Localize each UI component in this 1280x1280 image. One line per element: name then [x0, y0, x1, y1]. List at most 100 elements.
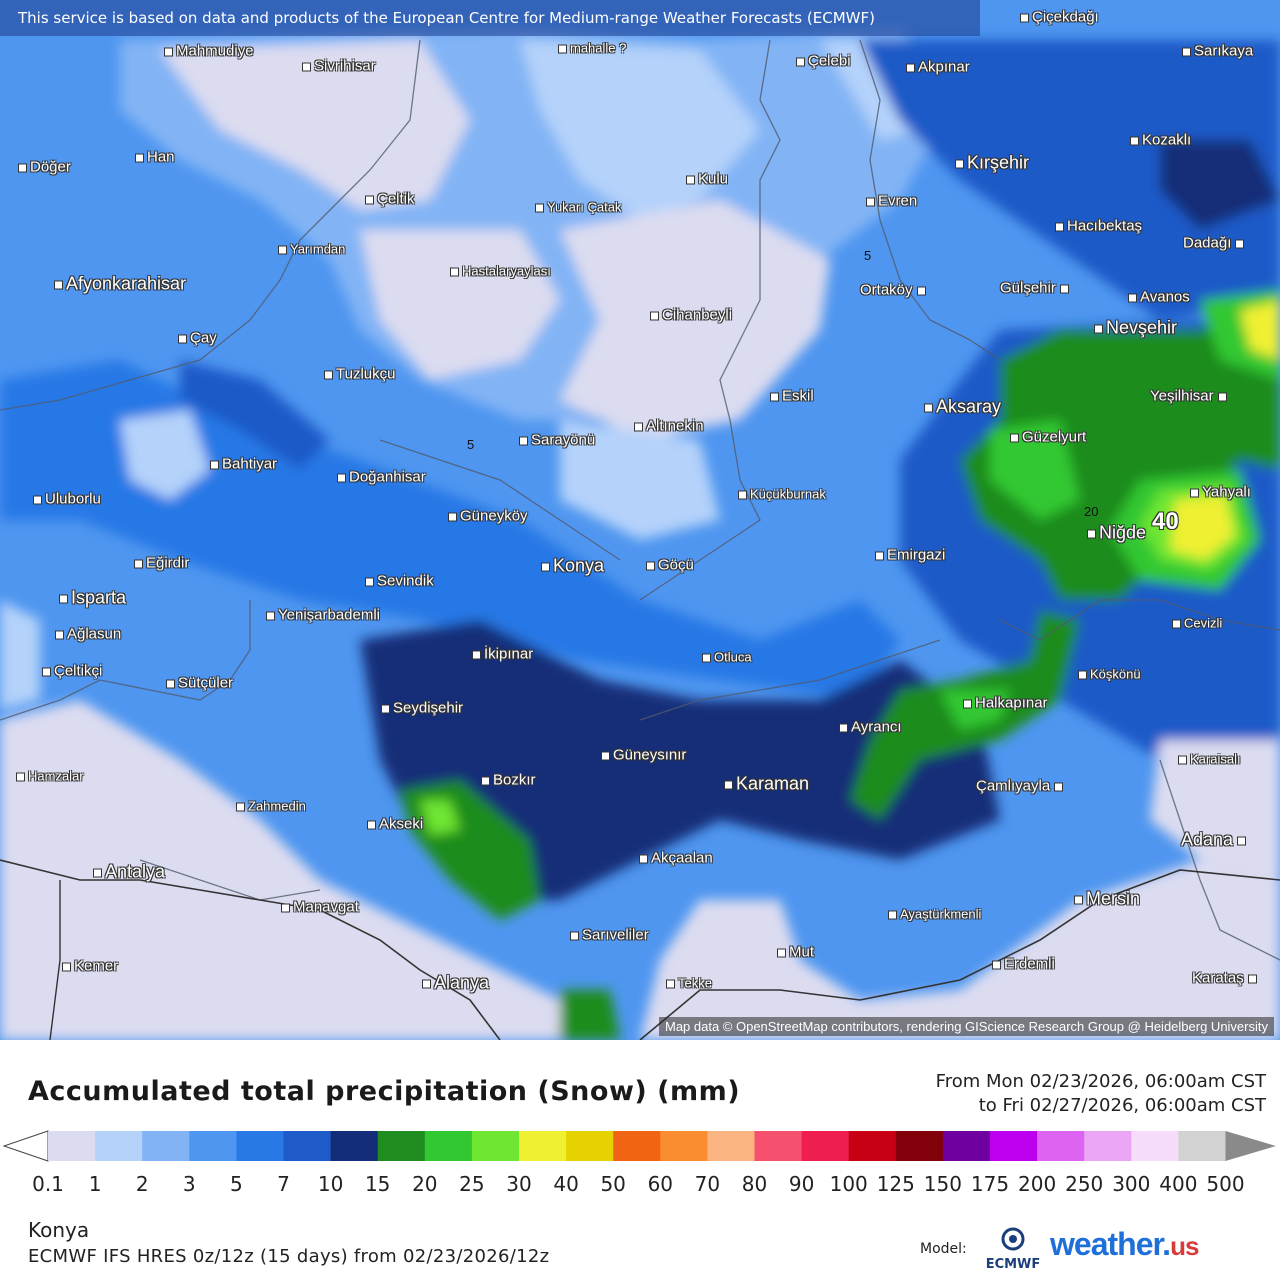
city-marker-icon: [367, 820, 376, 830]
city-name: Güzelyurt: [1022, 428, 1087, 446]
city-label: Köşkönü: [1078, 667, 1141, 682]
city-name: Adana: [1181, 829, 1234, 850]
city-marker-icon: [236, 802, 245, 812]
color-scale-bar: [2, 1130, 1276, 1162]
scale-swatch: [236, 1131, 284, 1161]
city-marker-icon: [210, 460, 219, 470]
scale-swatch: [519, 1131, 567, 1161]
city-label: Yeşilhisar: [1150, 388, 1227, 405]
scale-tick-label: 70: [694, 1172, 721, 1196]
city-marker-icon: [381, 704, 390, 714]
scale-swatch: [613, 1131, 661, 1161]
city-label: Yarımdan: [278, 242, 345, 257]
scale-swatch: [330, 1131, 379, 1161]
contour-label: 20: [1084, 504, 1099, 519]
city-label: Cihanbeyli: [650, 307, 732, 324]
city-name: Güneyköy: [460, 507, 528, 525]
weather-us-logo[interactable]: weather.us: [1050, 1226, 1199, 1263]
city-name: Hacıbektaş: [1067, 217, 1143, 235]
city-marker-icon: [266, 611, 275, 621]
legend-footer: Accumulated total precipitation (Snow) (…: [0, 1040, 1280, 1280]
city-marker-icon: [337, 473, 346, 483]
scale-swatch: [801, 1131, 850, 1161]
city-name: Çay: [190, 329, 217, 347]
city-label: Erdemli: [992, 956, 1055, 973]
city-name: Mersin: [1086, 888, 1141, 909]
city-label: Sevindik: [365, 573, 434, 590]
map-title: Accumulated total precipitation (Snow) (…: [28, 1076, 741, 1107]
city-label: Tuzlukçu: [324, 366, 395, 383]
city-marker-icon: [724, 780, 733, 790]
city-marker-icon: [888, 910, 897, 920]
city-label: Sarıveliler: [570, 927, 649, 944]
scale-swatch: [1084, 1131, 1132, 1161]
scale-tick-label: 0.1: [32, 1172, 64, 1196]
city-marker-icon: [1055, 222, 1064, 232]
scale-tick-label: 30: [506, 1172, 532, 1196]
scale-tick-label: 2: [135, 1172, 149, 1196]
city-name: Alanya: [434, 972, 490, 993]
brand-main: weather.: [1050, 1226, 1171, 1262]
range-to: to Fri 02/27/2026, 06:00am CST: [978, 1095, 1266, 1116]
city-name: Çamlıyayla: [976, 777, 1051, 795]
city-name: Aksaray: [936, 396, 1002, 417]
city-marker-icon: [558, 44, 567, 54]
city-marker-icon: [839, 723, 848, 733]
city-name: Yenişarbademli: [278, 606, 381, 624]
city-name: Cevizli: [1184, 615, 1223, 631]
scale-swatch: [1131, 1131, 1179, 1161]
precipitation-map[interactable]: This service is based on data and produc…: [0, 0, 1280, 1040]
city-name: Dadağı: [1183, 234, 1232, 252]
city-name: Köşkönü: [1090, 666, 1141, 682]
city-name: Konya: [553, 555, 605, 576]
city-name: Ayaştürkmenli: [900, 906, 982, 922]
city-label: Eskil: [770, 388, 814, 405]
city-name: Karataş: [1192, 969, 1244, 987]
scale-tick-label: 15: [364, 1172, 391, 1196]
city-label: Han: [135, 149, 175, 166]
city-label: Hamzalar: [16, 769, 84, 784]
city-label: Isparta: [59, 588, 126, 609]
city-name: İkipınar: [484, 645, 534, 663]
city-label: Sarıkaya: [1182, 43, 1253, 60]
scale-swatch: [660, 1131, 708, 1161]
city-label: Akçaalan: [639, 850, 713, 867]
city-label: Gülşehir: [1000, 280, 1069, 297]
city-label: Çiçekdağı: [1020, 9, 1099, 26]
city-label: Karaisalı: [1178, 752, 1241, 767]
city-name: Altınekin: [646, 417, 704, 435]
city-name: Ağlasun: [67, 625, 122, 643]
city-marker-icon: [541, 562, 550, 572]
scale-swatch: [424, 1131, 473, 1161]
city-name: Halkapınar: [975, 694, 1048, 712]
city-name: Cihanbeyli: [662, 306, 733, 324]
scale-swatch: [471, 1131, 520, 1161]
city-label: Güzelyurt: [1010, 429, 1086, 446]
city-label: Yahyalı: [1190, 484, 1251, 501]
city-name: Zahmedin: [248, 798, 306, 814]
city-name: Akpınar: [918, 58, 970, 76]
city-name: Sarayönü: [531, 431, 596, 449]
city-label: Hastalaryaylası: [450, 264, 551, 279]
city-marker-icon: [365, 195, 374, 205]
city-label: Güneysınır: [601, 747, 686, 764]
scale-tick-label: 90: [788, 1172, 815, 1196]
city-marker-icon: [1237, 836, 1247, 846]
ecmwf-logo[interactable]: ECMWF: [978, 1226, 1048, 1274]
city-marker-icon: [1247, 974, 1257, 984]
city-marker-icon: [906, 63, 915, 73]
city-label: Ağlasun: [55, 626, 121, 643]
city-label: Çeltik: [365, 191, 415, 208]
city-marker-icon: [1074, 895, 1083, 905]
city-label: Mersin: [1074, 889, 1140, 910]
city-marker-icon: [178, 334, 187, 344]
city-label: Döğer: [18, 159, 71, 176]
scale-swatch: [848, 1131, 897, 1161]
city-marker-icon: [59, 594, 68, 604]
city-marker-icon: [1059, 284, 1069, 294]
city-name: Yarımdan: [290, 241, 346, 257]
city-marker-icon: [634, 422, 643, 432]
city-label: Halkapınar: [963, 695, 1048, 712]
scale-swatch: [377, 1131, 426, 1161]
city-marker-icon: [601, 751, 610, 761]
